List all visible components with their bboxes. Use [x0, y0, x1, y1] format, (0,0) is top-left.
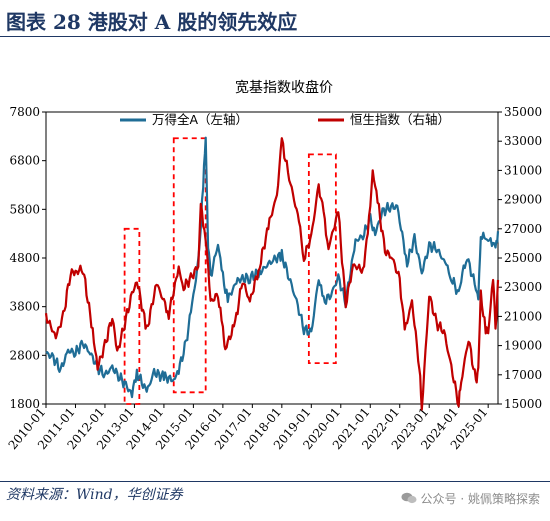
wechat-icon [401, 492, 417, 504]
plot-frame [45, 111, 499, 405]
watermark-text: 公众号 · 姚佩策略探索 [420, 492, 540, 506]
left-tick-label: 1800 [9, 397, 40, 411]
left-tick-label: 2800 [9, 348, 40, 362]
chart: 1800 2800 3800 4800 5800 6800 7800 15000 17000 19… [6, 79, 543, 452]
right-tick-label: 19000 [504, 339, 542, 353]
right-tick-label: 25000 [504, 251, 542, 265]
right-tick-label: 35000 [504, 105, 542, 119]
series-layer [44, 136, 500, 411]
series-line-wind-a [45, 136, 500, 399]
top-rule [0, 36, 550, 37]
highlight-box [307, 153, 337, 365]
left-tick-label: 7800 [9, 105, 40, 119]
left-tick-label: 4800 [9, 251, 40, 265]
bottom-rule [0, 481, 550, 482]
right-tick-label: 27000 [504, 222, 542, 236]
highlight-box [172, 137, 207, 394]
figure-title: 图表 28 港股对 A 股的领先效应 [6, 10, 298, 34]
watermark: 公众号 · 姚佩策略探索 [401, 490, 540, 507]
series-line-hsi [44, 137, 500, 411]
right-tick-label: 21000 [504, 309, 542, 323]
right-tick-label: 31000 [504, 163, 542, 177]
chart-title: 宽基指数收盘价 [235, 79, 333, 96]
right-tick-label: 23000 [504, 280, 542, 294]
left-tick-label: 5800 [9, 202, 40, 216]
right-tick-label: 33000 [504, 134, 542, 148]
legend: 万得全A（左轴） 恒生指数（右轴） [120, 112, 450, 127]
left-tick-label: 3800 [9, 300, 40, 314]
left-tick-label: 6800 [9, 154, 40, 168]
legend-label: 恒生指数（右轴） [350, 112, 450, 127]
source-note: 资料来源：Wind，华创证券 [6, 487, 183, 503]
highlight-box [123, 227, 141, 405]
highlight-boxes [123, 137, 337, 405]
right-tick-label: 29000 [504, 193, 542, 207]
right-tick-label: 15000 [504, 397, 542, 411]
legend-label: 万得全A（左轴） [152, 112, 248, 127]
right-tick-label: 17000 [504, 368, 542, 382]
